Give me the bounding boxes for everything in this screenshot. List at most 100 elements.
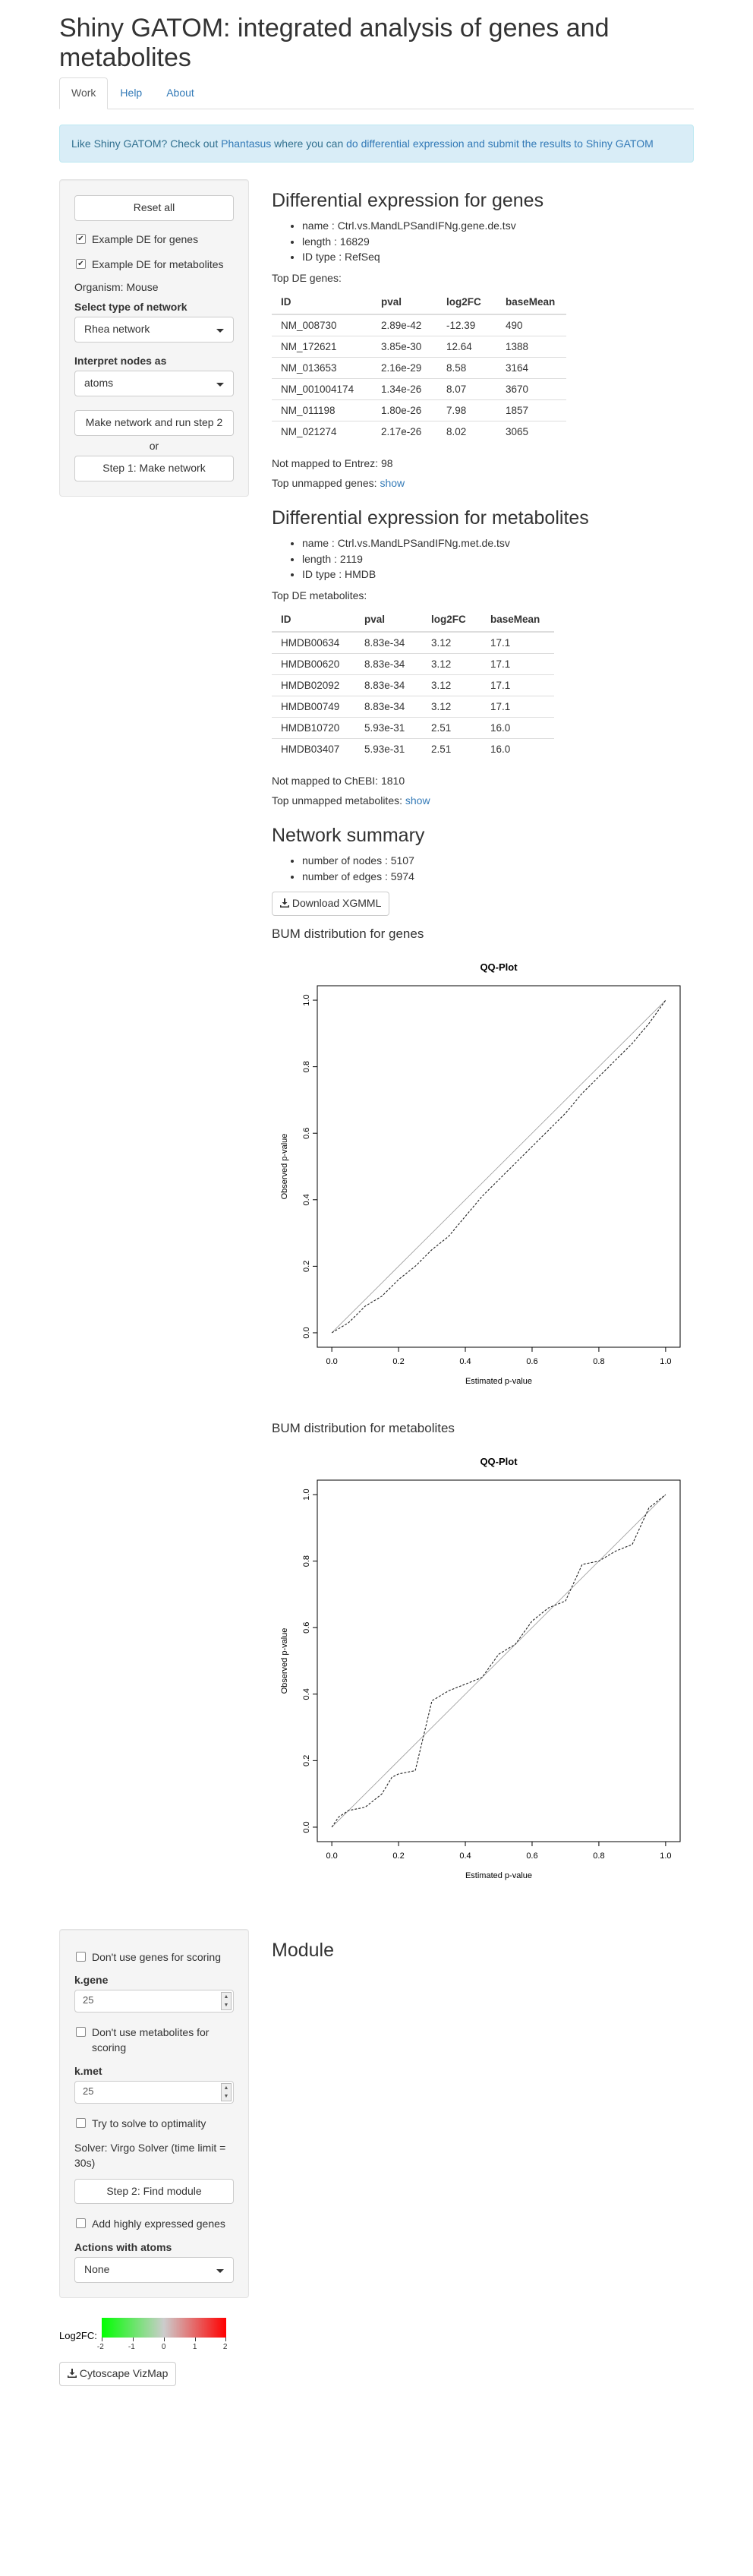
y-tick-label: 0.8 [302,1061,311,1072]
k-met-label: k.met [74,2064,102,2077]
column-header: ID [272,290,372,316]
x-tick-label: 0.8 [593,1852,604,1861]
checkbox-checked-icon[interactable]: ✔ [76,258,86,269]
x-tick-label: 0.8 [593,1357,604,1366]
table-cell: NM_011198 [272,399,372,421]
k-met-input[interactable]: 25 ▲ ▼ [74,2080,234,2104]
stepper-icon[interactable]: ▲ ▼ [221,1992,232,2011]
network-edges: number of edges : 5974 [302,869,697,884]
de-submit-link[interactable]: do differential expression and submit th… [346,137,654,150]
tab-about[interactable]: About [166,87,194,99]
x-tick-label: 0.2 [392,1852,404,1861]
make-network-run-button[interactable]: Make network and run step 2 [74,409,234,436]
table-cell: 8.58 [437,357,496,379]
table-cell: HMDB00749 [272,696,355,718]
example-genes-label: Example DE for genes [92,233,199,246]
table-row: NM_011198 1.80e-26 7.98 1857 [272,399,566,421]
interpret-select[interactable]: atoms [74,370,234,396]
reset-all-button[interactable]: Reset all [74,195,234,222]
table-cell: NM_021274 [272,421,372,443]
de-mets-idtype: ID type : HMDB [302,567,697,582]
download-xgmml-button[interactable]: Download XGMML [272,891,390,916]
phantasus-link[interactable]: Phantasus [221,137,272,150]
checkbox-unchecked-icon[interactable] [76,1951,86,1962]
top-de-mets-table: ID pval log2FC baseMean HMDB00634 8.83e-3… [272,608,554,760]
table-cell: 3.12 [422,653,481,675]
y-tick-label: 1.0 [302,994,311,1005]
table-cell: NM_172621 [272,336,372,358]
table-cell: NM_008730 [272,314,372,336]
qq-plot-mets: QQ-Plot 0.0 0.2 0.4 0.6 0.8 1.0 0.0 0.2 0.4 0.6 0.8… [280,1456,681,1880]
k-gene-input[interactable]: 25 ▲ ▼ [74,1990,234,2013]
tab-work[interactable]: Work [59,77,109,110]
table-cell: HMDB00620 [272,653,355,675]
x-tick-label: 1.0 [660,1357,671,1366]
column-header: log2FC [422,608,481,633]
no-mets-label: Don't use metabolites for scoring [92,2026,210,2054]
checkbox-unchecked-icon[interactable] [76,2117,86,2128]
table-cell: 16.0 [481,717,554,739]
table-row: HMDB00620 8.83e-34 3.12 17.1 [272,653,554,675]
table-cell: 3.12 [422,631,481,654]
cytoscape-vizmap-button[interactable]: Cytoscape VizMap [59,2361,177,2386]
table-row: HMDB00749 8.83e-34 3.12 17.1 [272,696,554,718]
network-type-select[interactable]: Rhea network [74,316,234,343]
example-mets-label: Example DE for metabolites [92,257,224,270]
step1-make-network-button[interactable]: Step 1: Make network [74,455,234,481]
no-genes-label: Don't use genes for scoring [92,1950,221,1963]
table-header-row: ID pval log2FC baseMean [272,608,554,633]
table-cell: 1.34e-26 [372,378,437,400]
x-axis-label: Estimated p-value [465,1377,532,1386]
table-row: NM_172621 3.85e-30 12.64 1388 [272,336,566,358]
table-cell: NM_013653 [272,357,372,379]
y-tick-label: 0.8 [302,1555,311,1567]
step2-find-module-button[interactable]: Step 2: Find module [74,2178,234,2205]
checkbox-checked-icon[interactable]: ✔ [76,234,86,245]
de-genes-idtype: ID type : RefSeq [302,249,697,264]
optimality-checkbox[interactable]: Try to solve to optimality [74,2116,234,2131]
example-mets-checkbox[interactable]: ✔ Example DE for metabolites [74,257,234,272]
chart-title: QQ-Plot [480,961,518,973]
checkbox-unchecked-icon[interactable] [76,2027,86,2038]
x-tick-label: 0.6 [526,1852,537,1861]
k-met-value: 25 [83,2085,94,2097]
actions-select[interactable]: None [74,2256,234,2283]
checkbox-unchecked-icon[interactable] [76,2218,86,2229]
mets-not-mapped: Not mapped to ChEBI: 1810 [272,775,405,788]
show-unmapped-mets-link[interactable]: show [405,794,430,807]
plot-frame [317,1479,681,1842]
table-cell: 2.16e-29 [372,357,437,379]
column-header: baseMean [496,290,566,316]
network-summary-title: Network summary [272,825,425,847]
network-summary-info: number of nodes : 5107 number of edges :… [272,853,697,884]
example-genes-checkbox[interactable]: ✔ Example DE for genes [74,232,234,247]
qq-plot-genes: QQ-Plot 0.0 0.2 0.4 0.6 0.8 1.0 0.0 0.2 0.4 0.6 0.8… [280,961,681,1386]
table-header-row: ID pval log2FC baseMean [272,290,566,316]
main-tabs: Work Help About [59,77,694,110]
table-cell: -12.39 [437,314,496,336]
info-banner: Like Shiny GATOM? Check out Phantasus wh… [59,125,694,163]
banner-text-1: Like Shiny GATOM? Check out [71,137,222,150]
no-genes-checkbox[interactable]: Don't use genes for scoring [74,1949,234,1965]
y-tick-label: 0.2 [302,1754,311,1766]
qq-series-line [331,999,666,1334]
column-header: baseMean [481,608,554,633]
chart-title: QQ-Plot [480,1456,518,1467]
x-tick-label: 0.0 [326,1852,337,1861]
table-cell: 3.12 [422,674,481,696]
table-cell: 3.85e-30 [372,336,437,358]
no-mets-checkbox[interactable]: Don't use metabolites for scoring [74,2025,234,2056]
table-cell: 3065 [496,421,566,443]
add-genes-checkbox[interactable]: Add highly expressed genes [74,2216,234,2231]
table-cell: 7.98 [437,399,496,421]
y-axis-label: Observed p-value [280,1133,289,1199]
table-cell: 17.1 [481,674,554,696]
show-unmapped-genes-link[interactable]: show [380,477,405,490]
x-axis-label: Estimated p-value [465,1871,532,1880]
stepper-icon[interactable]: ▲ ▼ [221,2082,232,2101]
actions-value: None [84,2262,110,2275]
table-cell: 1857 [496,399,566,421]
network-sidebar: Reset all ✔ Example DE for genes ✔ Examp… [59,179,249,497]
tab-help[interactable]: Help [120,87,143,99]
caret-down-icon [216,2268,224,2273]
